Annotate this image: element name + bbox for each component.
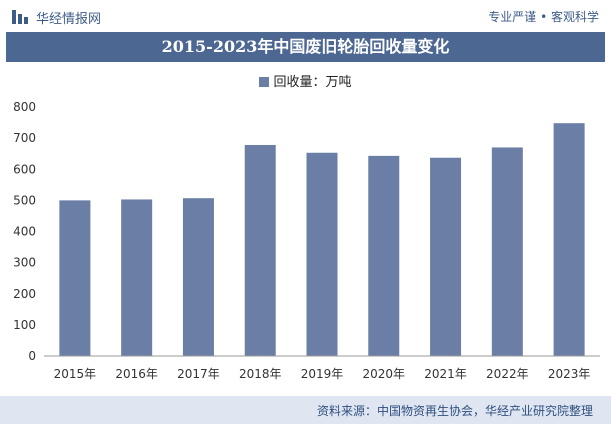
x-tick-label: 2023年 [548,367,591,381]
legend-label: 回收量：万吨 [273,75,352,90]
bar [121,199,153,356]
y-axis-ticks: 0 100 200 300 400 500 600 700 800 [13,100,36,363]
x-tick-label: 2020年 [363,367,406,381]
x-tick-label: 2018年 [239,367,282,381]
bar [59,200,91,356]
bar [368,155,400,356]
chart-legend: 回收量：万吨 [0,71,611,90]
y-tick-label: 800 [13,100,36,114]
bar [182,198,214,356]
x-axis-ticks: 2015年 2016年 2017年 2018年 2019年 2020年 2021年 2022年… [54,367,591,381]
legend-swatch [259,77,270,87]
x-tick-label: 2021年 [424,367,467,381]
x-tick-label: 2022年 [486,367,529,381]
bar [244,144,276,356]
bar [430,157,462,356]
x-tick-label: 2016年 [115,367,158,381]
source-note: 资料来源：中国物资再生协会，华经产业研究院整理 [316,404,593,418]
bar [553,123,585,356]
x-tick-label: 2017年 [177,367,220,381]
x-tick-label: 2019年 [301,367,344,381]
y-tick-label: 700 [13,131,36,145]
y-tick-label: 100 [13,318,36,332]
y-tick-label: 500 [13,193,36,207]
bars [59,123,585,356]
x-tick-label: 2015年 [54,367,97,381]
y-tick-label: 600 [13,162,36,176]
chart-title: 2015-2023年中国废旧轮胎回收量变化 [6,32,605,62]
brand-name: 华经情报网 [36,12,102,27]
brand-slogan: 专业严谨 • 客观科学 [488,10,599,24]
top-bar: 华经情报网 专业严谨 • 客观科学 [0,0,611,32]
footer-bar: 资料来源：中国物资再生协会，华经产业研究院整理 [0,396,611,424]
y-tick-label: 400 [13,225,36,239]
bar [306,152,338,356]
y-tick-label: 300 [13,256,36,270]
y-tick-label: 200 [13,287,36,301]
brand-logo-icon [12,10,28,24]
bar [491,147,523,356]
y-tick-label: 0 [28,349,36,363]
